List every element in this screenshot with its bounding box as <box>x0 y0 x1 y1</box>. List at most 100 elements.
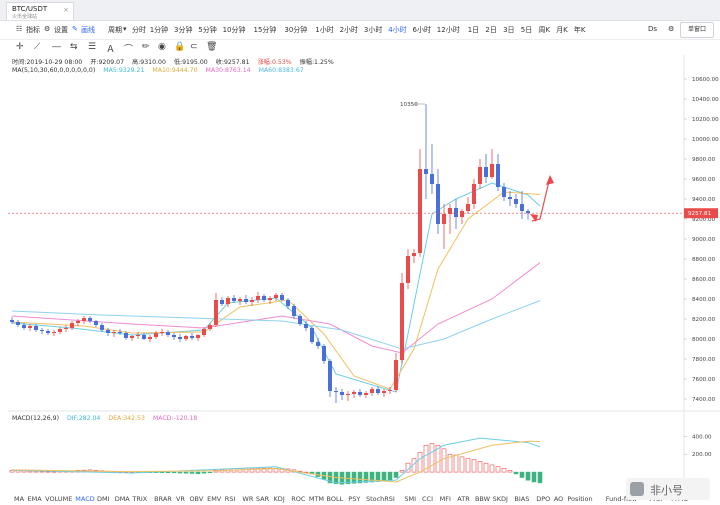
chart-overlay: 10350 <box>400 102 554 222</box>
indicator-button[interactable]: 指标 <box>26 26 40 34</box>
text-tool-icon[interactable]: Ａ <box>106 45 116 55</box>
channel-tool-icon[interactable]: ⇆ <box>70 42 78 52</box>
indicator-ao[interactable]: AO <box>553 495 564 503</box>
indicator-sar[interactable]: SAR <box>255 495 270 503</box>
close-icon[interactable]: × <box>63 6 69 14</box>
period-10[interactable]: 4小时 <box>388 26 407 34</box>
indicator-bias[interactable]: BIAS <box>514 495 530 503</box>
drawing-arrowhead-down <box>530 214 538 222</box>
period-8[interactable]: 2小时 <box>339 26 359 34</box>
candle-body <box>472 184 476 204</box>
candles <box>10 104 530 403</box>
indicator-cci[interactable]: CCI <box>422 495 433 503</box>
period-0[interactable]: 分时 <box>132 26 146 34</box>
period-18[interactable]: 月K <box>556 26 568 34</box>
indicator-roc[interactable]: ROC <box>291 495 306 503</box>
tab-btc-usdt[interactable]: BTC/USDT 火币全球站 × <box>6 2 74 20</box>
settings-button[interactable]: 设置 <box>54 26 68 34</box>
crosshair-icon[interactable]: ✛ <box>16 42 24 52</box>
ds-label[interactable]: Ds <box>648 25 658 33</box>
drawing-arrow-up <box>531 176 551 222</box>
indicator-ema[interactable]: EMA <box>27 495 42 503</box>
period-5[interactable]: 15分钟 <box>253 26 277 34</box>
period-15[interactable]: 3日 <box>503 26 515 34</box>
ray-tool-icon[interactable]: ― <box>52 42 61 52</box>
indicator-trix[interactable]: TRIX <box>132 495 148 503</box>
indicator-dmi[interactable]: DMI <box>97 495 110 503</box>
period-17[interactable]: 周K <box>538 26 551 34</box>
period-6[interactable]: 30分钟 <box>284 26 308 34</box>
indicator-bbw[interactable]: BBW <box>474 495 491 503</box>
measure-tool-icon[interactable]: ⌒ <box>124 45 134 55</box>
gear-icon[interactable]: ⚙ <box>44 25 51 33</box>
indicator-boll[interactable]: BOLL <box>326 495 344 503</box>
macd-bar <box>249 467 255 473</box>
settings-icon[interactable]: ⚙ <box>668 25 675 33</box>
candle-body <box>430 174 434 184</box>
grid-lines <box>8 55 720 490</box>
macd-bar <box>171 471 177 474</box>
chart-mode-select[interactable]: 单窗口 <box>680 22 714 38</box>
fib-tool-icon[interactable]: ☰ <box>88 42 97 52</box>
indicator-emv[interactable]: EMV <box>207 495 222 503</box>
macd-bar <box>537 471 543 484</box>
indicator-smi[interactable]: SMI <box>404 495 416 503</box>
chevron-down-icon[interactable]: ▾ <box>123 25 127 33</box>
price-tick-label: 8600.00 <box>692 277 716 283</box>
indicator-stochrsi[interactable]: StochRSI <box>365 495 395 503</box>
candle-body <box>70 323 74 328</box>
period-9[interactable]: 3小时 <box>363 26 383 34</box>
period-2[interactable]: 3分钟 <box>174 26 193 34</box>
indicator-mtm[interactable]: MTM <box>308 495 325 503</box>
magnet-icon[interactable]: ⊂ <box>190 42 198 52</box>
period-11[interactable]: 6小时 <box>412 26 431 34</box>
indicator-icon[interactable]: ☷ <box>16 25 23 33</box>
period-3[interactable]: 5分钟 <box>198 26 217 34</box>
macd-bar <box>501 468 507 473</box>
indicator-ma[interactable]: MA <box>14 495 25 503</box>
period-1[interactable]: 1分钟 <box>149 26 169 34</box>
candle-body <box>16 322 20 325</box>
info-close: 收:9257.81 <box>215 59 250 66</box>
indicator-rsi[interactable]: RSI <box>224 495 236 503</box>
period-4[interactable]: 10分钟 <box>222 26 246 34</box>
period-7[interactable]: 1小时 <box>315 26 334 34</box>
indicator-wr[interactable]: WR <box>242 495 254 503</box>
macd-panel: 400.00 200.00 <box>9 434 712 485</box>
period-13[interactable]: 1日 <box>467 26 480 34</box>
indicator-vr[interactable]: VR <box>175 495 185 503</box>
lock-icon[interactable]: 🔒 <box>174 42 186 52</box>
indicator-skdj[interactable]: SKDJ <box>492 495 508 503</box>
indicator-volume[interactable]: VOLUME <box>45 495 73 503</box>
indicator-macd[interactable]: MACD <box>75 495 95 503</box>
period-16[interactable]: 5日 <box>520 26 533 34</box>
indicator-dpo[interactable]: DPO <box>536 495 551 503</box>
macd-bar <box>357 471 363 484</box>
line-tool-icon[interactable]: ⟋ <box>34 42 41 52</box>
macd-bar <box>261 467 267 473</box>
indicator-psy[interactable]: PSY <box>348 495 361 503</box>
indicator-atr[interactable]: ATR <box>457 495 470 503</box>
brush-tool-icon[interactable]: ✏ <box>142 42 150 52</box>
pencil-icon[interactable]: ✎ <box>72 25 78 33</box>
indicator-obv[interactable]: OBV <box>189 495 204 503</box>
indicator-mfi[interactable]: MFI <box>439 495 451 503</box>
drawing-button[interactable]: 画线 <box>81 26 95 34</box>
candle-body <box>250 300 254 302</box>
macd-label: MACD(12,26,9) <box>12 415 59 422</box>
ma-label: MA(5,10,30,60,0,0,0,0,0,0) <box>12 67 96 74</box>
indicator-kdj[interactable]: KDJ <box>273 495 285 503</box>
period-14[interactable]: 2日 <box>485 26 497 34</box>
period-12[interactable]: 12小时 <box>436 26 460 34</box>
eye-icon[interactable]: ◉ <box>158 42 166 52</box>
indicator-position[interactable]: Position <box>567 495 593 503</box>
trash-icon[interactable]: 🗑 <box>206 42 218 52</box>
indicator-dma[interactable]: DMA <box>114 495 130 503</box>
indicator-brar[interactable]: BRAR <box>154 495 172 503</box>
candle-body <box>364 393 368 395</box>
indicator-fund-flow[interactable]: Fund-flow <box>605 495 638 503</box>
period-19[interactable]: 年K <box>573 26 586 34</box>
macd-bar <box>489 464 495 473</box>
candle-body <box>166 332 170 335</box>
